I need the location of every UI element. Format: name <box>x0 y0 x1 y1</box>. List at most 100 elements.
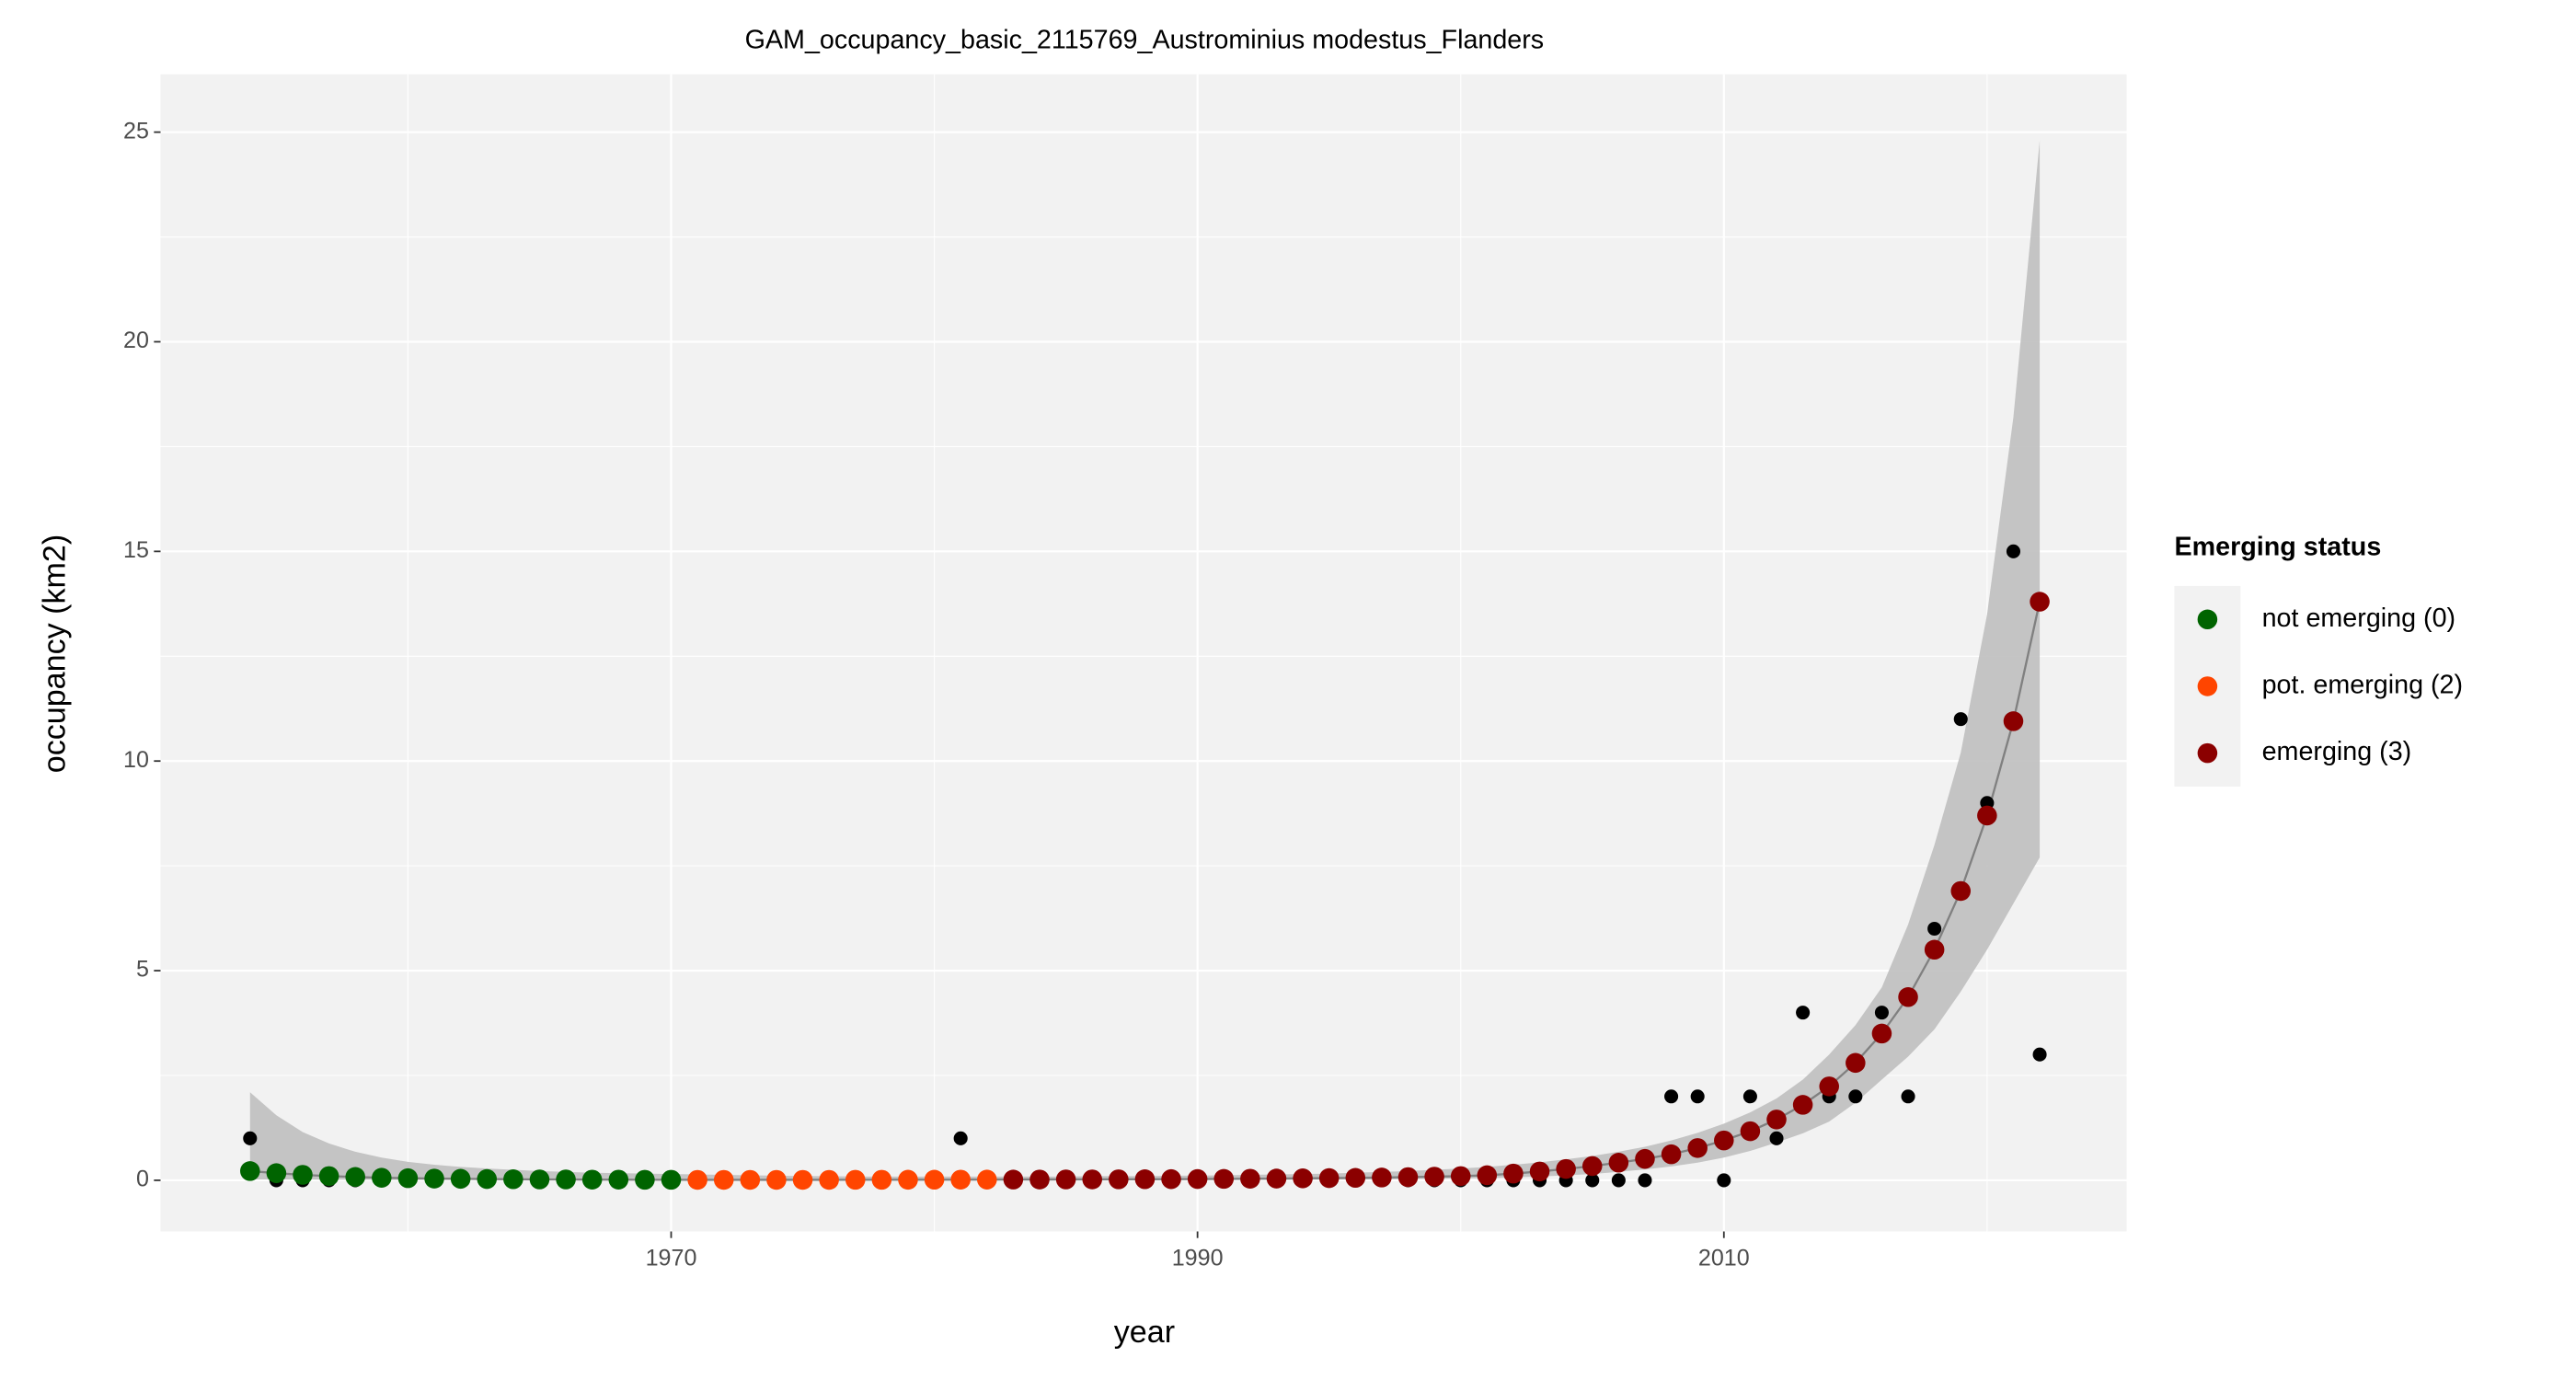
legend-marker <box>2197 676 2218 696</box>
fitted-point <box>397 1167 419 1189</box>
fitted-point <box>450 1168 471 1190</box>
fitted-point <box>1082 1169 1102 1190</box>
observed-point <box>1664 1089 1679 1104</box>
observed-point <box>1585 1173 1600 1188</box>
y-tick-label: 15 <box>123 537 149 563</box>
fitted-point <box>1055 1169 1076 1190</box>
legend-marker <box>2197 742 2218 764</box>
fitted-point <box>1687 1138 1708 1158</box>
fitted-point <box>1029 1169 1050 1190</box>
fitted-point <box>1950 880 1972 902</box>
fitted-point <box>1372 1167 1392 1188</box>
observed-point <box>1901 1089 1915 1104</box>
fitted-point <box>924 1169 945 1190</box>
x-axis-title: year <box>1114 1315 1175 1350</box>
x-tick-label: 1990 <box>1172 1246 1224 1271</box>
fitted-point <box>318 1166 339 1187</box>
fitted-point <box>792 1169 813 1190</box>
fitted-point <box>1318 1167 1340 1189</box>
fitted-point <box>1503 1163 1524 1184</box>
fitted-point <box>1846 1052 1866 1074</box>
y-tick-label: 0 <box>136 1167 149 1192</box>
fitted-point <box>1792 1095 1813 1115</box>
fitted-point <box>713 1169 734 1190</box>
fitted-point <box>1109 1169 1129 1190</box>
legend-label: not emerging (0) <box>2262 604 2455 633</box>
fitted-point <box>581 1169 603 1190</box>
observed-point <box>1927 921 1942 937</box>
observed-point <box>1690 1089 1705 1104</box>
y-axis-title: occupancy (km2) <box>37 535 72 773</box>
x-tick-label: 2010 <box>1698 1246 1750 1271</box>
fitted-point <box>661 1169 682 1190</box>
y-tick-label: 10 <box>123 747 149 773</box>
fitted-point <box>529 1169 550 1190</box>
fitted-point <box>372 1167 392 1188</box>
fitted-point <box>240 1161 260 1181</box>
y-tick-label: 25 <box>123 118 149 144</box>
chart-title: GAM_occupancy_basic_2115769_Austrominius… <box>745 25 1545 54</box>
fitted-point <box>1529 1161 1550 1182</box>
fitted-point <box>845 1169 866 1190</box>
legend-label: pot. emerging (2) <box>2262 671 2463 700</box>
observed-point <box>2032 1047 2047 1062</box>
fitted-point <box>687 1169 707 1190</box>
fitted-point <box>1608 1153 1629 1173</box>
fitted-point <box>1924 939 1945 960</box>
y-tick-label: 20 <box>123 328 149 353</box>
y-tick-label: 5 <box>136 957 149 983</box>
fitted-point <box>1397 1167 1419 1188</box>
fitted-point <box>1871 1023 1892 1044</box>
fitted-point <box>1581 1156 1603 1177</box>
observed-point <box>1769 1131 1784 1145</box>
x-tick-label: 1970 <box>646 1246 697 1271</box>
fitted-point <box>635 1169 655 1190</box>
fitted-point <box>608 1169 629 1190</box>
legend-marker <box>2197 609 2218 630</box>
fitted-point <box>424 1168 444 1189</box>
fitted-point <box>1345 1167 1366 1189</box>
observed-point <box>1874 1006 1889 1020</box>
fitted-point <box>1477 1165 1498 1186</box>
fitted-point <box>1898 987 1918 1007</box>
fitted-point <box>950 1169 971 1190</box>
fitted-point <box>819 1169 839 1190</box>
fitted-point <box>1003 1169 1024 1190</box>
fitted-point <box>2003 711 2024 731</box>
observed-point <box>1742 1089 1757 1104</box>
fitted-point <box>1819 1076 1839 1097</box>
fitted-point <box>1635 1148 1655 1169</box>
fitted-point <box>1161 1168 1181 1190</box>
fitted-point <box>345 1167 365 1188</box>
fitted-point <box>1556 1158 1576 1179</box>
observed-point <box>1611 1173 1626 1188</box>
fitted-point <box>977 1169 997 1190</box>
fitted-point <box>1766 1110 1787 1130</box>
fitted-point <box>293 1165 313 1185</box>
fitted-point <box>1661 1144 1682 1165</box>
fitted-point <box>1450 1166 1471 1187</box>
fitted-point <box>1213 1168 1235 1190</box>
fitted-point <box>1187 1168 1208 1190</box>
observed-point <box>1796 1006 1811 1020</box>
observed-point <box>1848 1089 1863 1104</box>
observed-point <box>1638 1173 1652 1188</box>
fitted-point <box>898 1169 918 1190</box>
fitted-point <box>1740 1121 1761 1142</box>
fitted-point <box>1424 1167 1444 1187</box>
fitted-point <box>556 1169 576 1190</box>
fitted-point <box>1240 1168 1260 1189</box>
fitted-point <box>1266 1168 1287 1189</box>
fitted-point <box>477 1168 498 1190</box>
fitted-point <box>2030 592 2050 612</box>
fitted-point <box>1134 1169 1156 1190</box>
observed-point <box>2006 544 2021 558</box>
observed-point <box>1953 712 1968 727</box>
fitted-point <box>1293 1168 1313 1189</box>
fitted-point <box>1977 805 1997 826</box>
legend-label: emerging (3) <box>2262 737 2412 766</box>
observed-point <box>243 1131 258 1145</box>
fitted-point <box>766 1169 787 1190</box>
